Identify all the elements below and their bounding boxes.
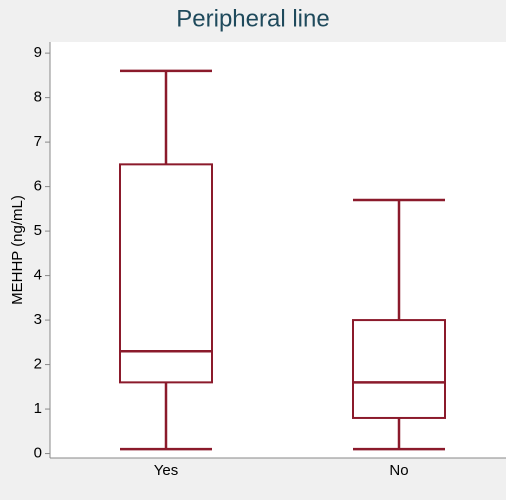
y-tick-label: 5 bbox=[34, 222, 42, 239]
y-tick-label: 0 bbox=[34, 445, 42, 462]
y-tick-label: 4 bbox=[34, 267, 42, 284]
x-tick-label: Yes bbox=[154, 462, 178, 479]
y-tick-label: 7 bbox=[34, 133, 42, 150]
y-tick-label: 2 bbox=[34, 356, 42, 373]
y-axis-label: MEHHP (ng/mL) bbox=[9, 195, 26, 305]
y-tick-label: 9 bbox=[34, 44, 42, 61]
y-tick-label: 3 bbox=[34, 311, 42, 328]
x-tick-label: No bbox=[389, 462, 408, 479]
box bbox=[352, 319, 446, 419]
y-tick-label: 6 bbox=[34, 178, 42, 195]
y-tick-label: 8 bbox=[34, 89, 42, 106]
plot-area bbox=[50, 42, 506, 458]
box bbox=[119, 163, 213, 384]
chart-title: Peripheral line bbox=[176, 5, 329, 32]
y-tick-label: 1 bbox=[34, 400, 42, 417]
